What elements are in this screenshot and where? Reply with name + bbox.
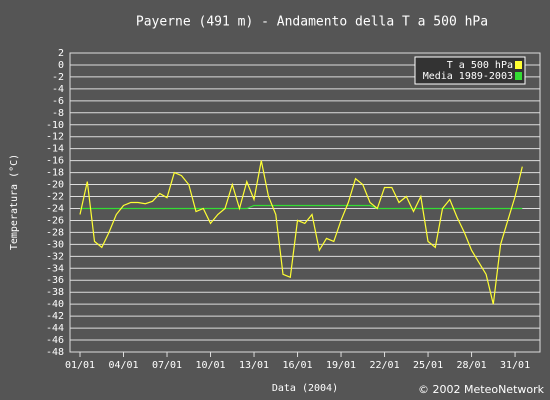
y-tick-label: -36 (46, 275, 64, 286)
y-tick-label: -26 (46, 215, 64, 226)
y-tick-label: -46 (46, 335, 64, 346)
x-tick-label: 04/01 (108, 360, 138, 371)
y-tick-label: -32 (46, 251, 64, 262)
legend-box (414, 56, 526, 85)
y-tick-label: -28 (46, 227, 64, 238)
y-tick-label: -40 (46, 299, 64, 310)
y-tick-label: -18 (46, 168, 64, 179)
y-tick-label: -24 (46, 203, 64, 214)
y-tick-label: -44 (46, 323, 64, 334)
y-tick-label: -48 (46, 347, 64, 358)
y-tick-label: -30 (46, 239, 64, 250)
y-tick-label: -2 (52, 72, 64, 83)
y-tick-label: 0 (58, 60, 64, 71)
y-tick-label: 2 (58, 48, 64, 59)
y-tick-label: -34 (46, 263, 64, 274)
y-tick-label: -6 (52, 96, 64, 107)
x-tick-label: 19/01 (326, 360, 356, 371)
credit: © 2002 MeteoNetwork (418, 383, 545, 396)
chart-title: Payerne (491 m) - Andamento della T a 50… (136, 15, 488, 30)
y-tick-label: -14 (46, 144, 64, 155)
y-tick-label: -4 (52, 84, 64, 95)
series-line (80, 204, 523, 210)
y-tick-label: -12 (46, 132, 64, 143)
x-tick-label: 01/01 (65, 360, 95, 371)
legend-label: Media 1989-2003 (423, 71, 513, 82)
y-tick-label: -20 (46, 180, 64, 191)
x-tick-label: 16/01 (282, 360, 312, 371)
y-tick-label: -10 (46, 120, 64, 131)
y-tick-label: -8 (52, 108, 64, 119)
x-tick-label: 07/01 (152, 360, 182, 371)
legend-swatch (515, 61, 522, 69)
y-axis-label: Temperatura (°C) (9, 154, 20, 250)
x-tick-label: 22/01 (369, 360, 399, 371)
legend-label: T a 500 hPa (447, 60, 513, 71)
x-tick-label: 28/01 (456, 360, 486, 371)
x-tick-label: 13/01 (239, 360, 269, 371)
y-tick-label: -38 (46, 287, 64, 298)
x-tick-label: 10/01 (195, 360, 225, 371)
x-axis-label: Data (2004) (272, 383, 338, 394)
series-line (79, 160, 523, 305)
y-tick-label: -22 (46, 192, 64, 203)
y-tick-label: -16 (46, 156, 64, 167)
y-tick-label: -42 (46, 311, 64, 322)
x-tick-label: 25/01 (413, 360, 443, 371)
x-tick-label: 31/01 (500, 360, 530, 371)
legend-swatch (515, 72, 522, 80)
